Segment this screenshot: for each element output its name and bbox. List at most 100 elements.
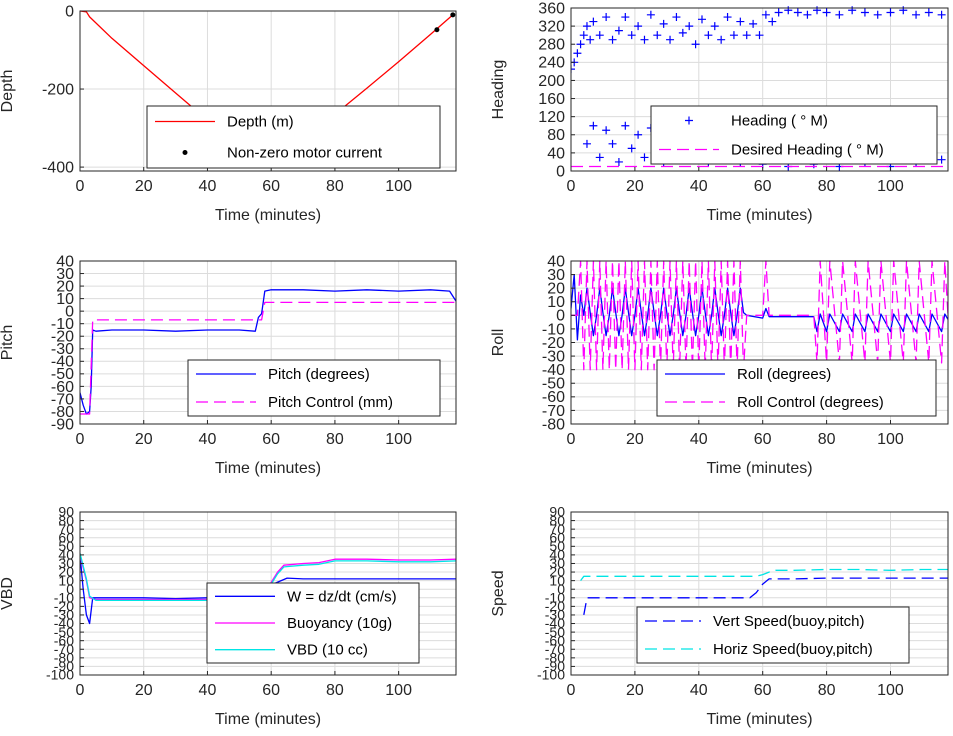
y-tick-label: -60 [54, 632, 74, 648]
y-tick-label: 240 [538, 55, 565, 72]
legend-box [146, 105, 441, 169]
y-tick-label: -100 [46, 667, 74, 683]
legend-label: W = dz/dt (cm/s) [287, 588, 397, 605]
legend: Heading ( ° M) Desired Heading ( ° M) [650, 105, 938, 165]
y-tick-label: 80 [549, 512, 565, 528]
legend-label: Buoyancy (10g) [287, 615, 392, 632]
y-tick-label: -30 [545, 607, 565, 623]
legend-box [650, 105, 938, 165]
legend-label: Non-zero motor current [227, 145, 383, 162]
chart-panel-5: 0 20 40 60 80 1009080706050403020100-10-20-30… [0, 504, 457, 728]
x-tick-label: 40 [690, 682, 708, 699]
y-tick-label: 40 [547, 145, 565, 162]
y-tick-label: -50 [542, 376, 565, 393]
series-heading-m-point [822, 8, 831, 17]
y-tick-label: 10 [58, 572, 74, 588]
y-tick-label: -80 [51, 404, 74, 421]
legend: Depth (m) Non-zero motor current [146, 105, 441, 169]
legend-label: Desired Heading ( ° M) [731, 142, 884, 159]
y-tick-label: 20 [549, 564, 565, 580]
x-tick-label: 100 [385, 178, 412, 195]
series-heading-m-point [755, 31, 764, 40]
series-heading-m-point [937, 10, 946, 19]
series-heading-m-point [803, 10, 812, 19]
y-tick-label: -30 [51, 341, 74, 358]
series-heading-m-point [627, 31, 636, 40]
series-heading-m-point [685, 22, 694, 31]
legend: Vert Speed(buoy,pitch) Horiz Speed(buoy,p… [636, 606, 910, 664]
y-tick-label: -30 [54, 607, 74, 623]
x-tick-label: 100 [385, 682, 412, 699]
y-tick-label: -10 [545, 589, 565, 605]
x-tick-label: 20 [135, 431, 153, 448]
y-tick-label: 0 [557, 581, 565, 597]
y-axis-label: Depth [0, 70, 16, 113]
series-non-zero-motor-current-point [434, 27, 440, 33]
y-tick-label: 50 [549, 538, 565, 554]
series-heading-m-point [602, 13, 611, 22]
y-tick-label: 60 [549, 529, 565, 545]
y-tick-label: 160 [538, 91, 565, 108]
series-heading-m-point [742, 31, 751, 40]
legend-box [656, 359, 937, 417]
legend-label: Vert Speed(buoy,pitch) [713, 613, 864, 630]
y-tick-label: 10 [549, 572, 565, 588]
y-tick-label: 320 [538, 19, 565, 36]
y-tick-label: -60 [51, 379, 74, 396]
x-axis-label: Time (minutes) [706, 460, 812, 477]
y-tick-label: -50 [54, 624, 74, 640]
x-axis-label: Time (minutes) [706, 711, 812, 728]
x-tick-label: 0 [76, 178, 85, 195]
series-heading-m-point [595, 153, 604, 162]
y-tick-label: -10 [542, 321, 565, 338]
y-tick-label: -50 [545, 624, 565, 640]
y-tick-label: 60 [58, 529, 74, 545]
x-tick-label: 60 [262, 178, 280, 195]
y-axis-label: Speed [490, 570, 507, 616]
series-heading-m-point [595, 31, 604, 40]
series-heading-m-point [582, 22, 591, 31]
y-tick-label: 20 [547, 281, 565, 298]
chart-panel-6: 0 20 40 60 80 1009080706050403020100-10-20-30… [490, 504, 949, 728]
x-tick-label: 100 [385, 431, 412, 448]
x-tick-label: 40 [199, 682, 217, 699]
series-horiz-speed-buoy-pitch-line [580, 568, 948, 581]
legend-box [636, 606, 910, 664]
series-heading-m-point [717, 35, 726, 44]
y-tick-label: -90 [51, 416, 74, 433]
series-heading-m-point [835, 10, 844, 19]
x-tick-label: 0 [76, 431, 85, 448]
legend: Pitch (degrees) Pitch Control (mm) [187, 359, 441, 417]
x-tick-label: 60 [262, 682, 280, 699]
y-tick-label: 40 [56, 253, 74, 270]
x-tick-label: 100 [877, 178, 904, 195]
legend-label: Pitch (degrees) [268, 366, 370, 383]
series-heading-m-point [608, 35, 617, 44]
x-tick-label: 80 [818, 178, 836, 195]
y-axis-label: Roll [490, 329, 507, 357]
series-heading-m-point [912, 10, 921, 19]
y-tick-label: 0 [556, 163, 565, 180]
series-non-zero-motor-current-point [450, 12, 456, 18]
x-tick-label: 0 [567, 178, 576, 195]
legend-label: Roll Control (degrees) [737, 394, 884, 411]
y-tick-label: 30 [549, 555, 565, 571]
series-heading-m-point [602, 126, 611, 135]
y-tick-label: 10 [56, 291, 74, 308]
series-heading-m-point [614, 157, 623, 166]
x-tick-label: 40 [199, 178, 217, 195]
series-heading-m-point [710, 22, 719, 31]
legend-marker [685, 116, 693, 125]
series-heading-m-point [582, 139, 591, 148]
x-tick-label: 40 [199, 431, 217, 448]
series-heading-m-point [627, 144, 636, 153]
series-heading-m-point [576, 40, 585, 49]
y-tick-label: -80 [54, 650, 74, 666]
series-heading-m-point [621, 13, 630, 22]
x-tick-label: 80 [326, 431, 344, 448]
y-tick-label: 30 [56, 266, 74, 283]
y-tick-label: 50 [58, 538, 74, 554]
y-tick-label: -40 [545, 615, 565, 631]
y-tick-label: 70 [58, 521, 74, 537]
legend: W = dz/dt (cm/s) Buoyancy (10g) VBD (10 cc… [206, 582, 420, 664]
